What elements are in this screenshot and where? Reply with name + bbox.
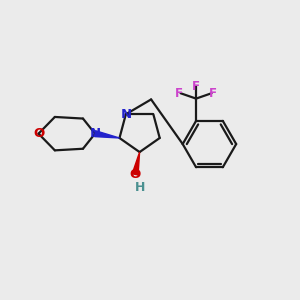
- Text: F: F: [175, 87, 183, 100]
- Text: N: N: [120, 108, 131, 121]
- Text: F: F: [192, 80, 200, 93]
- Text: O: O: [130, 168, 141, 181]
- Polygon shape: [132, 152, 140, 175]
- Text: O: O: [33, 127, 44, 140]
- Text: N: N: [89, 127, 100, 140]
- Text: F: F: [209, 87, 217, 100]
- Text: H: H: [134, 181, 145, 194]
- Polygon shape: [94, 131, 119, 138]
